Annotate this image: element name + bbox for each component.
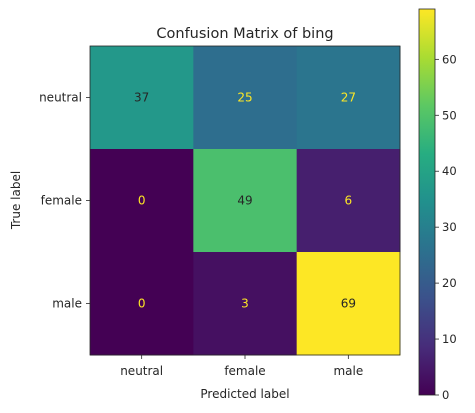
heatmap-cell [90, 149, 194, 253]
colorbar-tick-label: 40 [442, 164, 457, 178]
x-axis-label: Predicted label [200, 387, 289, 401]
cell-value-label: 27 [341, 91, 356, 105]
cell-value-label: 25 [237, 91, 252, 105]
y-tick-label: female [41, 194, 82, 208]
colorbar-tick-label: 50 [442, 108, 457, 122]
y-axis-ticks: neutral female male [39, 91, 90, 311]
heatmap-cell [296, 149, 401, 253]
cell-value-label: 0 [138, 297, 146, 311]
heatmap-cell [296, 46, 401, 150]
x-tick-label: male [333, 364, 363, 378]
cell-value-label: 69 [341, 297, 356, 311]
heatmap-cell [90, 252, 194, 356]
y-tick-label: male [52, 297, 82, 311]
colorbar-frame [418, 8, 436, 396]
colorbar-tick-label: 0 [442, 388, 449, 402]
cell-value-label: 6 [345, 194, 353, 208]
heatmap-cells: 37 25 27 0 49 6 0 3 69 [90, 46, 401, 356]
chart-title: Confusion Matrix of bing [156, 26, 333, 42]
heatmap-cell [193, 46, 298, 150]
cell-value-label: 49 [237, 194, 252, 208]
colorbar-tick-label: 60 [442, 52, 457, 66]
cell-value-label: 0 [138, 194, 146, 208]
cell-value-label: 37 [134, 91, 149, 105]
heatmap-cell [193, 149, 298, 253]
x-tick-label: neutral [120, 364, 163, 378]
heatmap-cell [90, 46, 194, 150]
cell-value-label: 3 [241, 297, 249, 311]
x-tick-label: female [224, 364, 265, 378]
colorbar-ticks: 0 10 20 30 40 50 60 [435, 52, 457, 402]
colorbar [419, 9, 435, 395]
colorbar-tick-label: 20 [442, 276, 457, 290]
x-axis-ticks: neutral female male [120, 355, 363, 378]
heatmap-cell [296, 252, 401, 356]
y-axis-label: True label [9, 171, 23, 230]
y-tick-label: neutral [39, 91, 82, 105]
heatmap-cell [193, 252, 298, 356]
colorbar-tick-label: 30 [442, 220, 457, 234]
colorbar-tick-label: 10 [442, 332, 457, 346]
